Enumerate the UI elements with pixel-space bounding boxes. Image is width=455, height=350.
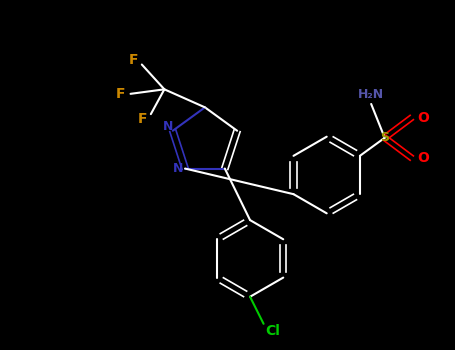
Text: H₂N: H₂N (358, 88, 384, 100)
Text: F: F (138, 112, 147, 126)
Text: F: F (116, 87, 126, 101)
Text: S: S (380, 131, 389, 144)
Text: N: N (163, 120, 173, 133)
Text: O: O (417, 151, 429, 165)
Text: O: O (417, 111, 429, 125)
Text: F: F (129, 53, 138, 67)
Text: Cl: Cl (265, 323, 280, 337)
Text: N: N (173, 162, 183, 175)
